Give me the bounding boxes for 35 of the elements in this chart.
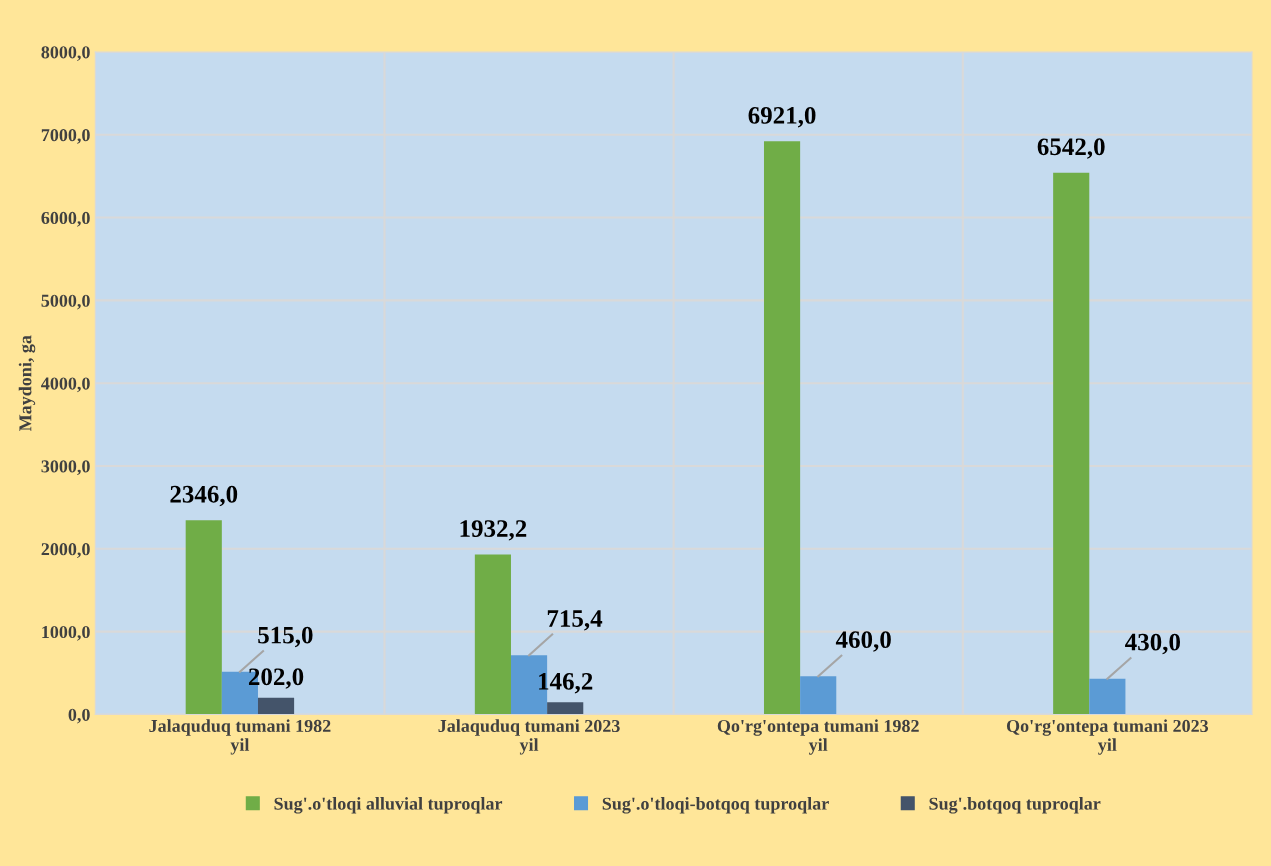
x-tick-label: Jalaquduq tumani 1982 yil [149, 719, 331, 755]
bar [547, 702, 584, 715]
y-tick-label: 6000,0 [41, 211, 90, 227]
legend-label: Sug'.o'tloqi alluvial tuproqlar [274, 797, 503, 814]
data-label: 1932,2 [460, 520, 527, 541]
data-label: 6542,0 [1037, 138, 1105, 159]
y-tick-label: 1000,0 [42, 625, 90, 641]
data-label: 460,0 [835, 631, 891, 652]
bar [1053, 172, 1090, 715]
y-tick-label: 8000,0 [41, 46, 90, 62]
x-tick-label: Jalaquduq tumani 2023 yil [438, 719, 620, 755]
bar [185, 520, 222, 715]
y-tick-label: 7000,0 [41, 129, 90, 144]
legend-label: Sug'.o'tloqi-botqoq tuproqlar [602, 797, 829, 814]
bar [474, 554, 511, 715]
legend-label: Sug'.botqoq tuproqlar [929, 797, 1101, 814]
data-label: 515,0 [258, 626, 313, 648]
y-tick-label: 4000,0 [41, 377, 90, 393]
data-label: 202,0 [248, 668, 304, 689]
data-label: 146,2 [539, 673, 593, 694]
x-tick-label: Qo'rg'ontepa tumani 2023 yil [1006, 719, 1209, 755]
x-tick-label: Qo'rg'ontepa tumani 1982 yil [717, 719, 919, 755]
y-tick-label: 5000,0 [41, 294, 90, 310]
data-label: 715,4 [547, 610, 603, 631]
bar [800, 676, 837, 715]
bar [763, 141, 801, 715]
data-label: 6921,0 [748, 106, 816, 128]
y-tick-label: 2000,0 [41, 543, 90, 558]
data-label: 2346,0 [170, 485, 238, 507]
data-label: 430,0 [1125, 633, 1180, 655]
y-tick-label: 0,0 [68, 708, 90, 724]
bar [257, 697, 295, 715]
y-axis-title: Maydoni, ga [18, 335, 36, 432]
bar [1089, 678, 1126, 715]
y-tick-label: 3000,0 [41, 460, 90, 476]
